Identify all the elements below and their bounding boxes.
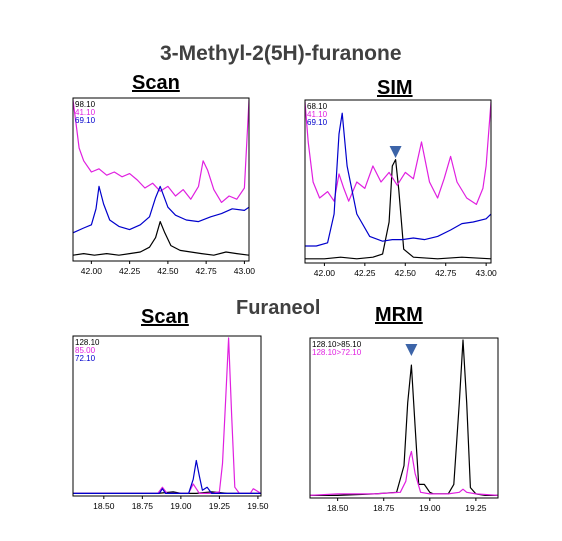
- section2-title: Furaneol: [236, 297, 321, 319]
- scan2-chart: 18.50 18.75 19.00 19.25 19.50 128.1085.0072.1…: [72, 335, 269, 511]
- scan2-series-2: [73, 459, 261, 494]
- sim-legend-entry: 41.10: [307, 110, 328, 119]
- scan2-xtick-label: 18.75: [132, 501, 154, 511]
- scan1-series-2: [73, 185, 249, 234]
- scan2-xtick-label: 19.00: [170, 501, 192, 511]
- scan2-plot-frame: [72, 335, 262, 497]
- scan1-panel-title: Scan: [132, 72, 180, 94]
- scan2-xtick-label: 19.25: [209, 501, 231, 511]
- main-title: 3-Methyl-2(5H)-furanone: [160, 42, 402, 65]
- sim-legend-entry: 69.10: [307, 118, 328, 127]
- mrm-peak-marker: [405, 344, 418, 356]
- mrm-legend-entry: 128.10>72.10: [312, 348, 362, 357]
- mrm-xtick-label: 19.25: [465, 503, 487, 513]
- scan1-xtick-label: 42.50: [157, 266, 179, 276]
- sim-xtick-label: 43.00: [476, 268, 498, 278]
- scan2-xtick-label: 18.50: [93, 501, 115, 511]
- mrm-panel-title: MRM: [375, 304, 423, 326]
- sim-series-0: [305, 158, 491, 260]
- scan2-legend-entry: 85.00: [75, 346, 96, 355]
- mrm-series-1: [310, 450, 498, 496]
- scan1-xtick-label: 42.75: [196, 266, 218, 276]
- sim-series-2: [305, 112, 491, 247]
- mrm-legend-entry: 128.10>85.10: [312, 340, 362, 349]
- mrm-xtick-label: 18.50: [327, 503, 349, 513]
- scan1-xtick-label: 43.00: [234, 266, 256, 276]
- mrm-series-0: [310, 339, 498, 496]
- sim-plot-frame: [304, 99, 492, 264]
- scan1-legend-entry: 69.10: [75, 116, 96, 125]
- scan2-panel-title: Scan: [141, 306, 189, 328]
- scan1-series-0: [73, 220, 249, 256]
- sim-xtick-label: 42.50: [395, 268, 417, 278]
- sim-xtick-label: 42.25: [354, 268, 376, 278]
- scan1-xtick-label: 42.00: [81, 266, 103, 276]
- sim-series-1: [305, 101, 491, 206]
- sim-xtick-label: 42.75: [435, 268, 457, 278]
- mrm-chart: 18.50 18.75 19.00 19.25 128.10>85.10128.10>7…: [309, 337, 499, 513]
- sim-legend-entry: 68.10: [307, 102, 328, 111]
- scan2-xtick-label: 19.50: [247, 501, 269, 511]
- scan2-series-1: [73, 337, 261, 494]
- scan1-legend-entry: 41.10: [75, 108, 96, 117]
- mrm-plot-frame: [309, 337, 499, 499]
- mrm-xtick-label: 18.75: [373, 503, 395, 513]
- scan1-legend-entry: 98.10: [75, 100, 96, 109]
- scan1-plot-frame: [72, 97, 250, 262]
- sim-panel-title: SIM: [377, 77, 413, 99]
- scan2-legend-entry: 72.10: [75, 354, 96, 363]
- scan1-xtick-label: 42.25: [119, 266, 141, 276]
- mrm-xtick-label: 19.00: [419, 503, 441, 513]
- scan1-series-1: [73, 99, 249, 204]
- sim-peak-marker: [389, 146, 402, 158]
- sim-xtick-label: 42.00: [314, 268, 336, 278]
- scan2-legend-entry: 128.10: [75, 338, 100, 347]
